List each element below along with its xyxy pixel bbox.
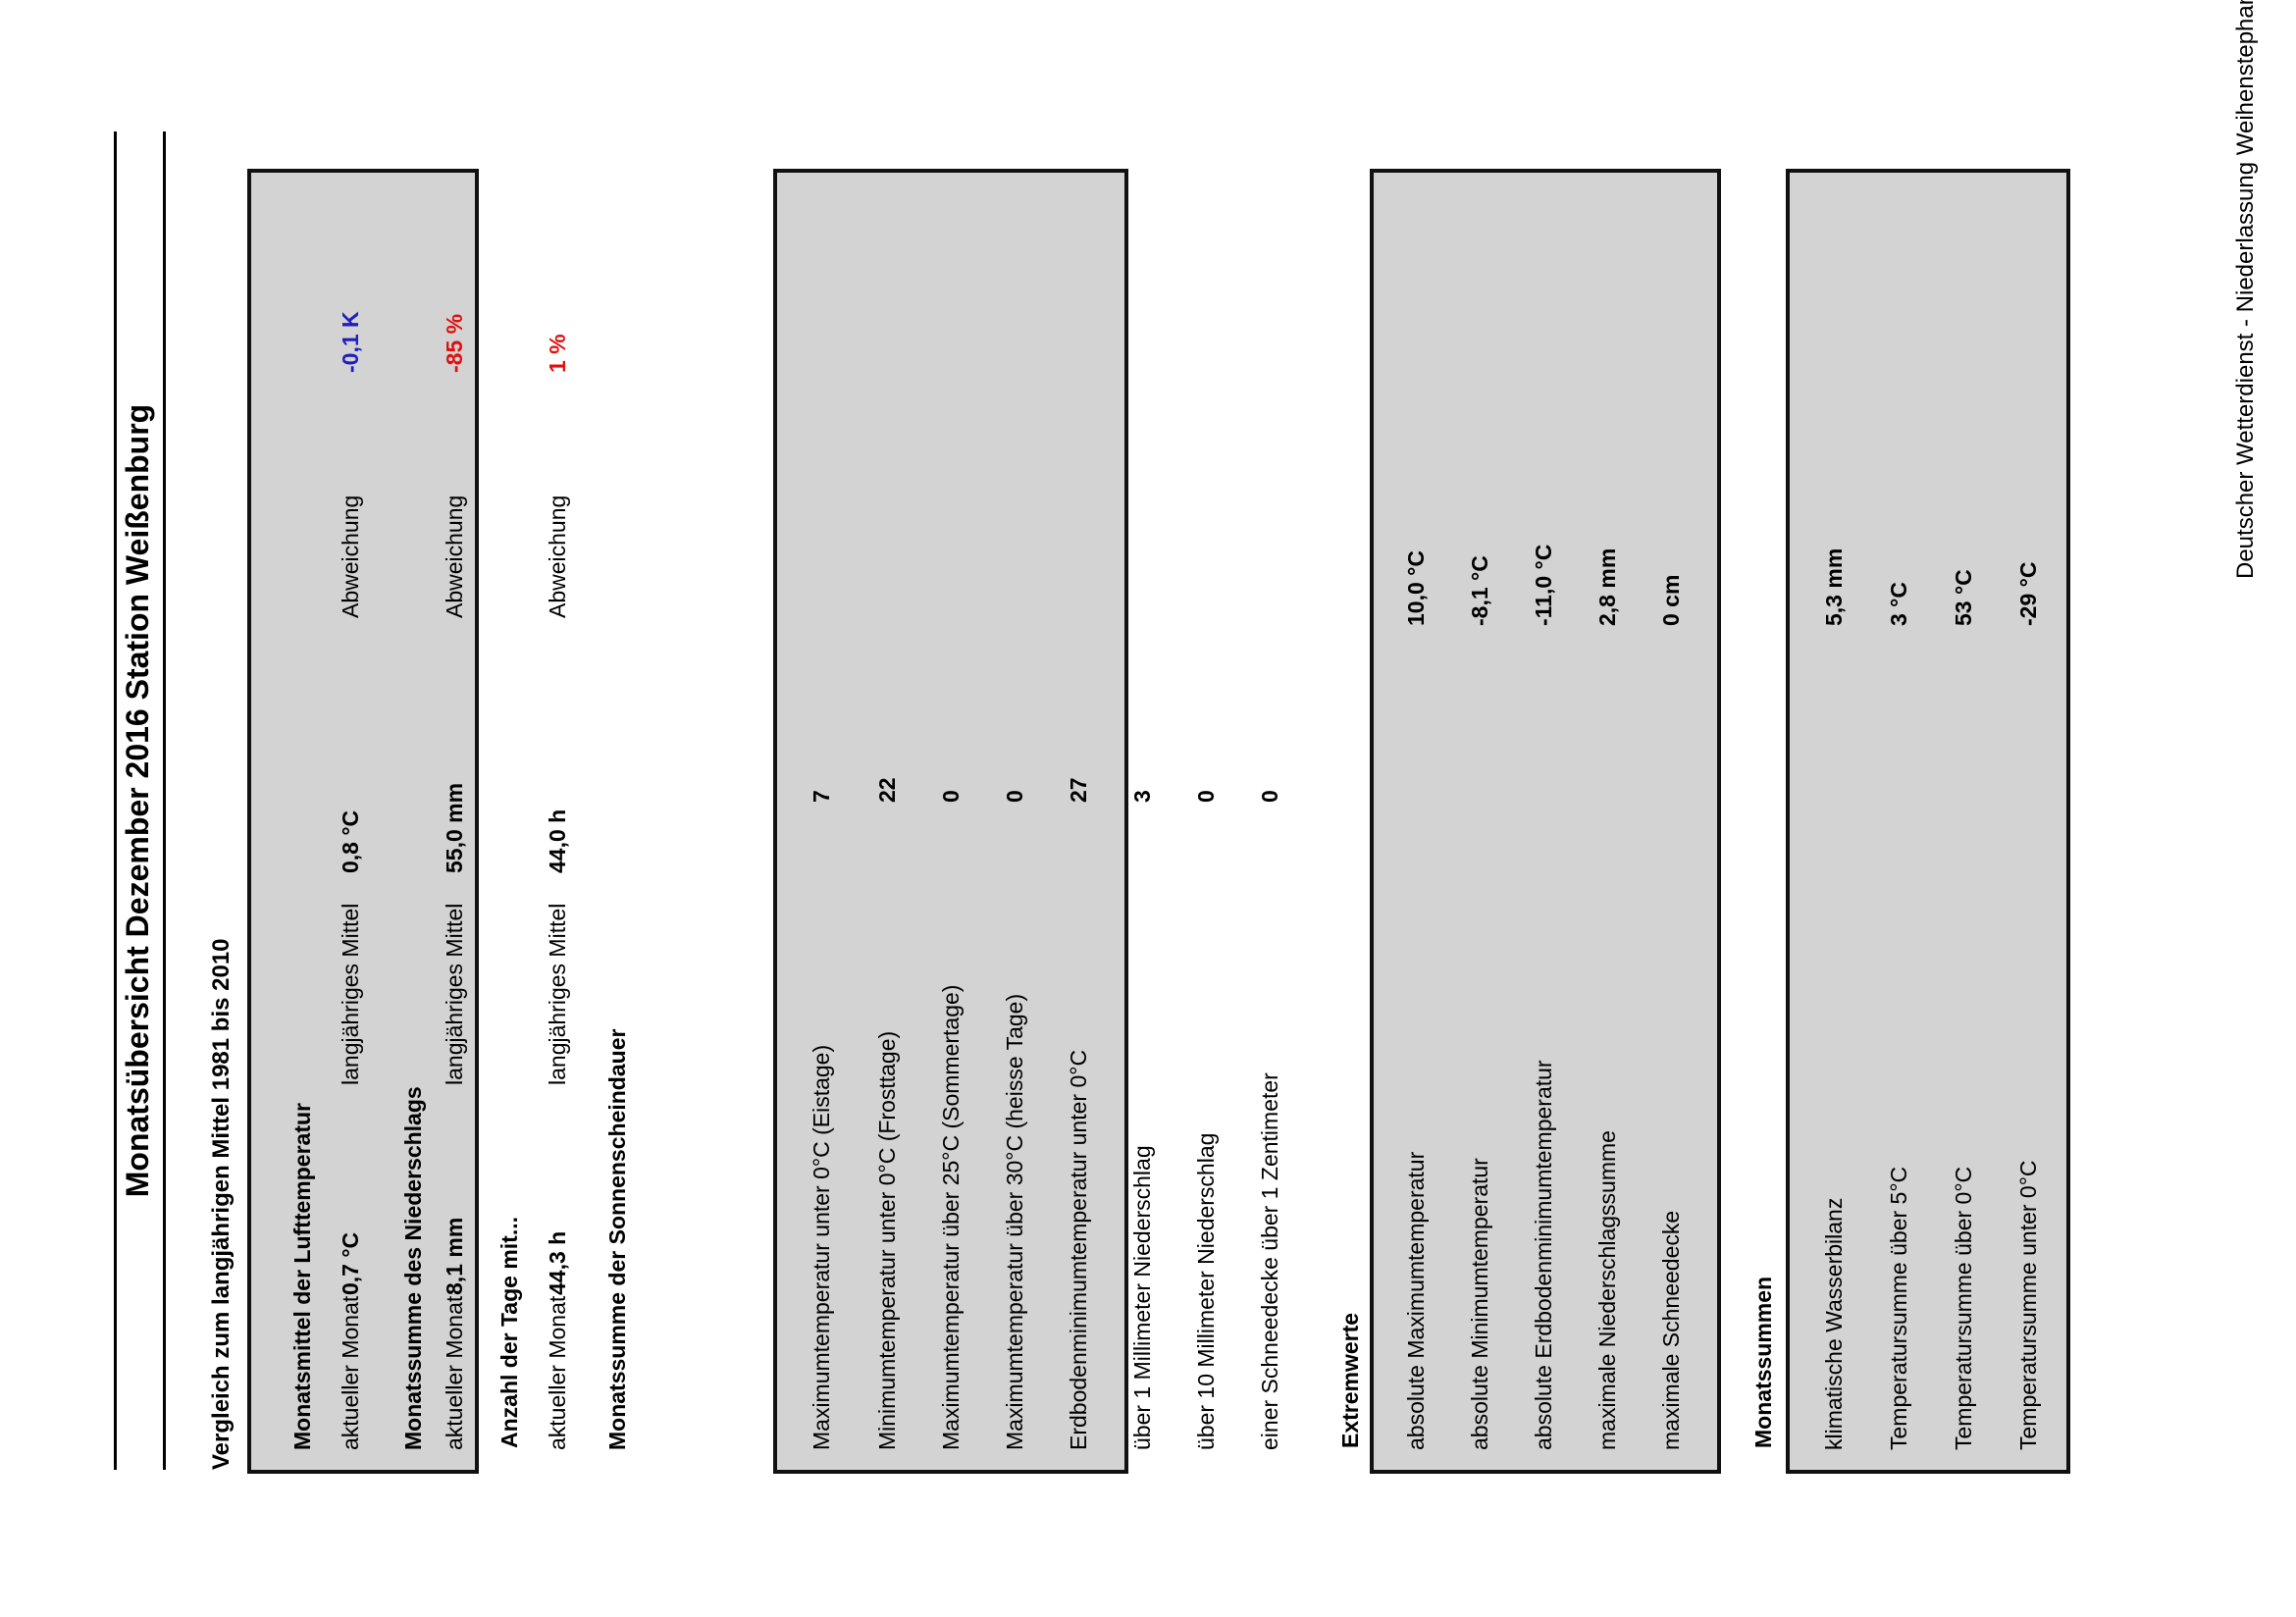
temperature-mean-value: 0,8 °C bbox=[338, 809, 363, 873]
days-value: 0 bbox=[1257, 790, 1282, 803]
page-subtitle: Vergleich zum langjährigen Mittel 1981 b… bbox=[208, 938, 235, 1470]
days-heading: Anzahl der Tage mit... bbox=[496, 1217, 522, 1448]
days-value: 3 bbox=[1129, 790, 1155, 803]
sunshine-mean-label: langjähriges Mittel bbox=[545, 903, 570, 1085]
precipitation-mean-label: langjähriges Mittel bbox=[442, 903, 467, 1085]
sums-heading: Monatssummen bbox=[1750, 1276, 1776, 1448]
extremes-value: 2,8 mm bbox=[1594, 548, 1620, 626]
sums-label: Temperatursumme unter 0°C bbox=[2015, 1160, 2041, 1450]
sums-value: -29 °C bbox=[2015, 561, 2041, 626]
extremes-value: -11,0 °C bbox=[1531, 544, 1556, 626]
sunshine-heading: Monatssumme der Sonnenscheindauer bbox=[604, 1028, 630, 1450]
days-label: einer Schneedecke über 1 Zentimeter bbox=[1257, 1072, 1282, 1450]
sunshine-mean-value: 44,0 h bbox=[545, 808, 570, 873]
sums-value: 5,3 mm bbox=[1821, 548, 1847, 626]
extremes-label: absolute Minimumtemperatur bbox=[1467, 1158, 1492, 1450]
days-label: über 1 Millimeter Niederschlag bbox=[1129, 1145, 1155, 1450]
temperature-deviation-value: -0,1 K bbox=[338, 311, 363, 373]
sunshine-current-label: aktueller Monat bbox=[545, 1295, 570, 1450]
days-value: 27 bbox=[1066, 777, 1091, 803]
extremes-heading: Extremwerte bbox=[1337, 1312, 1363, 1448]
page-title: Monatsübersicht Dezember 2016 Station We… bbox=[120, 403, 155, 1198]
extremes-label: maximale Niederschlagssumme bbox=[1594, 1130, 1620, 1450]
days-value: 0 bbox=[1002, 790, 1027, 803]
extremes-value: 10,0 °C bbox=[1403, 550, 1429, 626]
days-label: Maximumtemperatur über 25°C (Sommertage) bbox=[938, 984, 964, 1450]
sums-label: Temperatursumme über 5°C bbox=[1886, 1166, 1911, 1450]
sums-label: Temperatursumme über 0°C bbox=[1951, 1166, 1976, 1450]
sunshine-current-value: 44,3 h bbox=[545, 1230, 570, 1295]
days-label: Maximumtemperatur unter 0°C (Eistage) bbox=[809, 1044, 834, 1450]
days-label: Minimumtemperatur unter 0°C (Frosttage) bbox=[874, 1030, 900, 1450]
title-underline bbox=[163, 131, 166, 1470]
precipitation-deviation-value: -85 % bbox=[442, 313, 467, 373]
days-value: 7 bbox=[809, 790, 834, 803]
sums-label: klimatische Wasserbilanz bbox=[1821, 1197, 1847, 1450]
sunshine-deviation-label: Abweichung bbox=[545, 495, 570, 618]
temperature-heading: Monatsmittel der Lufttemperatur bbox=[289, 1103, 315, 1450]
extremes-value: 0 cm bbox=[1658, 574, 1684, 626]
top-rule bbox=[114, 131, 117, 1470]
extremes-label: absolute Maximumtemperatur bbox=[1403, 1151, 1429, 1450]
extremes-label: maximale Schneedecke bbox=[1658, 1210, 1684, 1450]
sums-value: 3 °C bbox=[1886, 582, 1911, 626]
precipitation-current-value: 8,1 mm bbox=[442, 1217, 467, 1295]
days-label: über 10 Millimeter Niederschlag bbox=[1193, 1132, 1219, 1450]
precipitation-heading: Monatssumme des Niederschlags bbox=[400, 1086, 426, 1450]
temperature-mean-label: langjähriges Mittel bbox=[338, 903, 363, 1085]
precipitation-current-label: aktueller Monat bbox=[442, 1295, 467, 1450]
temperature-deviation-label: Abweichung bbox=[338, 495, 363, 618]
days-label: Maximumtemperatur über 30°C (heisse Tage… bbox=[1002, 993, 1027, 1450]
page-footer: Deutscher Wetterdienst - Niederlassung W… bbox=[2232, 0, 2259, 579]
days-value: 22 bbox=[874, 777, 900, 803]
extremes-value: -8,1 °C bbox=[1467, 555, 1492, 626]
days-value: 0 bbox=[1193, 790, 1219, 803]
temperature-current-value: 0,7 °C bbox=[338, 1231, 363, 1295]
precipitation-deviation-label: Abweichung bbox=[442, 495, 467, 618]
precipitation-mean-value: 55,0 mm bbox=[442, 782, 467, 873]
sunshine-deviation-value: 1 % bbox=[545, 334, 570, 373]
temperature-current-label: aktueller Monat bbox=[338, 1295, 363, 1450]
sums-value: 53 °C bbox=[1951, 569, 1976, 626]
days-value: 0 bbox=[938, 790, 964, 803]
extremes-label: absolute Erdbodenminimumtemperatur bbox=[1531, 1060, 1556, 1450]
days-label: Erdbodenminimumtemperatur unter 0°C bbox=[1066, 1049, 1091, 1450]
